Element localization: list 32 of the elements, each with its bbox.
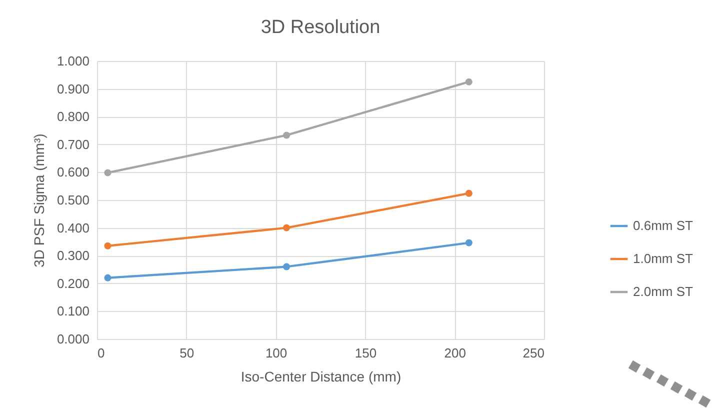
y-tick-label: 0.000 xyxy=(56,332,90,346)
y-axis-title: 3D PSF Sigma (mm³) xyxy=(30,134,47,268)
point xyxy=(104,169,112,176)
y-tick-label: 0.700 xyxy=(56,136,90,152)
x-tick-label: 200 xyxy=(444,346,466,360)
x-tick-label: 250 xyxy=(522,346,544,360)
legend-label: 1.0mm ST xyxy=(633,251,694,266)
x-tick-label: 50 xyxy=(180,346,194,360)
point xyxy=(282,224,290,232)
y-tick-label: 0.400 xyxy=(56,220,90,236)
y-tick-label: 0.900 xyxy=(56,81,90,96)
y-tick-label: 1.000 xyxy=(56,54,90,68)
point xyxy=(465,190,472,197)
legend-label: 2.0mm ST xyxy=(633,284,694,299)
y-tick-label: 0.800 xyxy=(56,109,90,124)
point xyxy=(104,274,112,282)
x-tick-label: 150 xyxy=(354,346,377,360)
y-tick-label: 0.200 xyxy=(56,276,90,291)
legend-label: 0.6mm ST xyxy=(633,218,694,233)
point xyxy=(104,242,112,250)
point xyxy=(465,78,472,86)
x-tick-label: 0 xyxy=(98,346,105,360)
y-tick-label: 0.500 xyxy=(56,192,90,208)
x-axis-title: Iso-Center Distance (mm) xyxy=(240,368,402,384)
y-tick-label: 0.600 xyxy=(56,164,90,180)
chart-title: 3D Resolution xyxy=(260,17,380,38)
y-tick-label: 0.100 xyxy=(56,304,90,319)
point xyxy=(282,132,290,139)
x-tick-label: 100 xyxy=(265,346,288,360)
y-tick-label: 0.300 xyxy=(56,248,90,264)
point xyxy=(465,239,472,246)
point xyxy=(282,263,290,270)
